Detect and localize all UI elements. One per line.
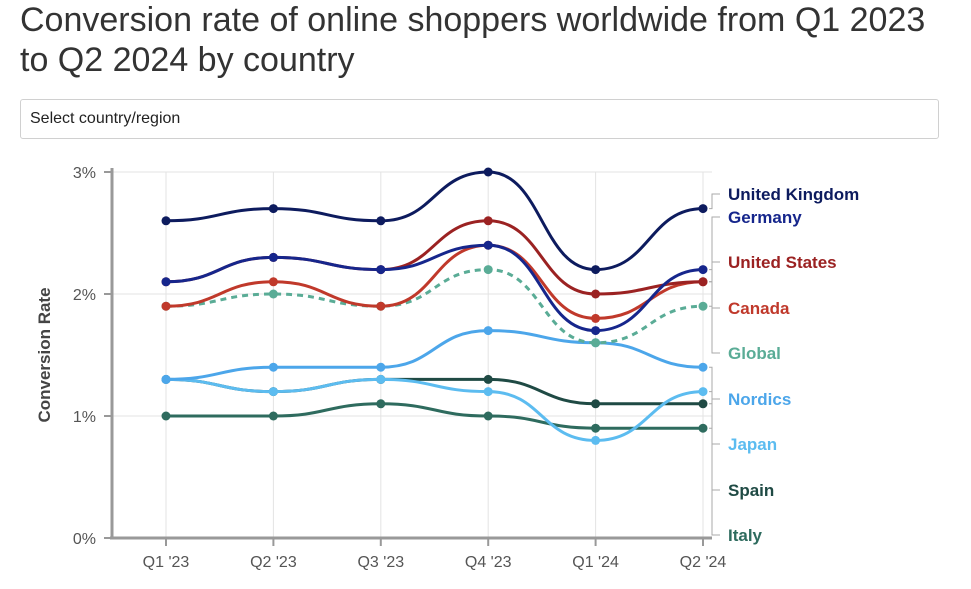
x-tick-label: Q1 '23 xyxy=(143,554,190,571)
series-label-nordics: Nordics xyxy=(728,390,791,409)
data-point-germany xyxy=(376,265,386,275)
data-point-united-kingdom xyxy=(698,204,708,214)
data-point-japan xyxy=(268,387,278,397)
x-tick-label: Q4 '23 xyxy=(465,554,512,571)
data-point-germany xyxy=(698,265,708,275)
data-point-japan xyxy=(698,387,708,397)
series-label-united-kingdom: United Kingdom xyxy=(728,185,859,204)
x-tick-label: Q3 '23 xyxy=(357,554,404,571)
data-point-nordics xyxy=(483,326,493,336)
data-point-canada xyxy=(376,301,386,311)
data-point-italy xyxy=(161,411,171,421)
chart-title: Conversion rate of online shoppers world… xyxy=(20,1,926,79)
label-connector-united-states xyxy=(709,261,720,283)
data-point-italy xyxy=(376,399,386,409)
data-point-canada xyxy=(591,313,601,323)
data-point-nordics xyxy=(698,362,708,372)
data-point-spain xyxy=(483,374,493,384)
data-point-united-kingdom xyxy=(376,216,386,226)
data-point-nordics xyxy=(268,362,278,372)
data-point-japan xyxy=(483,387,493,397)
label-connector-spain xyxy=(709,403,720,491)
series-line-nordics xyxy=(165,329,704,381)
data-point-germany xyxy=(268,252,278,262)
label-connector-global xyxy=(709,305,720,354)
series-line-japan xyxy=(165,377,704,442)
data-point-global xyxy=(591,338,601,348)
data-point-united-states xyxy=(698,277,708,287)
label-connector-nordics xyxy=(709,366,720,400)
series-line-global xyxy=(165,268,704,345)
data-point-united-kingdom xyxy=(268,204,278,214)
series-label-united-states: United States xyxy=(728,253,837,272)
data-point-japan xyxy=(376,374,386,384)
data-point-nordics xyxy=(376,362,386,372)
series-line-italy xyxy=(165,402,703,430)
series-label-canada: Canada xyxy=(728,299,790,318)
series-line-united-kingdom xyxy=(165,170,704,272)
y-tick-label: 0% xyxy=(73,531,96,548)
y-tick-label: 2% xyxy=(73,287,96,304)
data-point-canada xyxy=(161,301,171,311)
data-point-nordics xyxy=(161,374,171,384)
x-tick-label: Q1 '24 xyxy=(572,554,619,571)
data-point-united-states xyxy=(591,289,601,299)
x-tick-label: Q2 '24 xyxy=(680,554,727,571)
data-point-italy xyxy=(698,423,708,433)
label-connector-united-kingdom xyxy=(709,193,720,210)
series-label-italy: Italy xyxy=(728,526,763,545)
label-connector-italy xyxy=(709,427,720,536)
data-point-global xyxy=(698,301,708,311)
series-line-germany xyxy=(165,243,704,333)
data-point-united-kingdom xyxy=(161,216,171,226)
y-axis-label: Conversion Rate xyxy=(35,287,54,422)
series-line-canada xyxy=(165,243,704,320)
label-connector-germany xyxy=(709,216,720,271)
series-label-japan: Japan xyxy=(728,435,777,454)
data-point-italy xyxy=(268,411,278,421)
data-point-united-kingdom xyxy=(591,265,601,275)
data-point-germany xyxy=(483,240,493,250)
country-region-select[interactable]: Select country/region xyxy=(20,99,939,139)
data-point-germany xyxy=(161,277,171,287)
y-tick-label: 3% xyxy=(73,165,96,182)
data-point-italy xyxy=(591,423,601,433)
data-point-global xyxy=(483,265,493,275)
x-tick-label: Q2 '23 xyxy=(250,554,297,571)
data-point-italy xyxy=(483,411,493,421)
series-label-global: Global xyxy=(728,344,781,363)
data-point-spain xyxy=(698,399,708,409)
label-connector-canada xyxy=(709,281,720,309)
series-label-spain: Spain xyxy=(728,481,774,500)
data-point-canada xyxy=(268,277,278,287)
series-label-germany: Germany xyxy=(728,208,802,227)
data-point-spain xyxy=(591,399,601,409)
data-point-global xyxy=(268,289,278,299)
data-point-united-states xyxy=(483,216,493,226)
y-tick-label: 1% xyxy=(73,409,96,426)
data-point-united-kingdom xyxy=(483,167,493,177)
data-point-germany xyxy=(591,326,601,336)
data-point-japan xyxy=(591,435,601,445)
